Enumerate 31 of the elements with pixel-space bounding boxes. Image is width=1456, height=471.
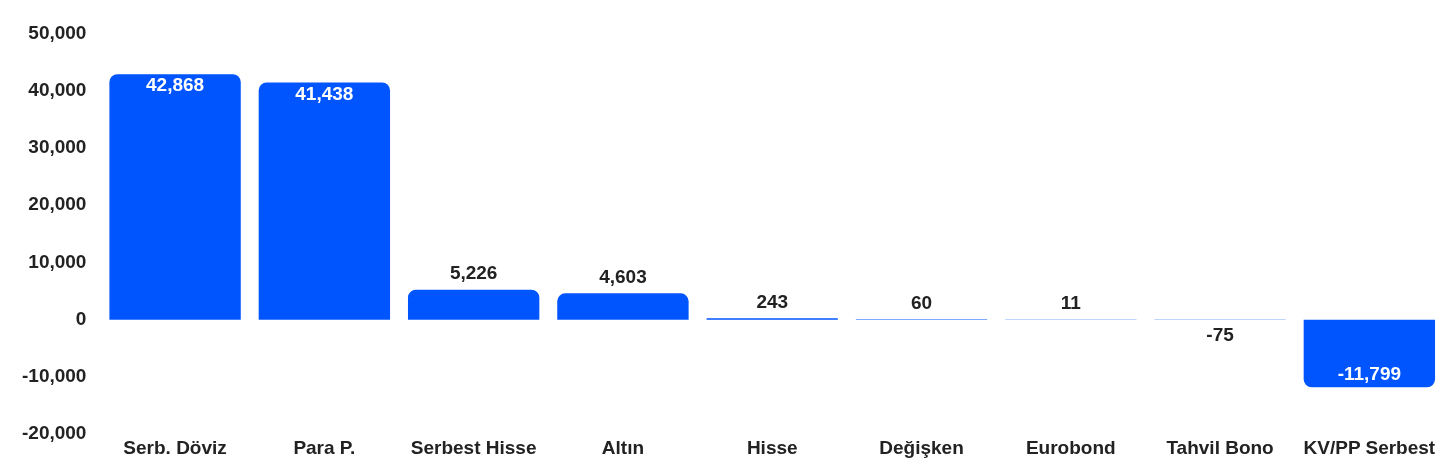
- y-tick-label: 30,000: [28, 136, 87, 158]
- x-tick-label: KV/PP Serbest: [1303, 436, 1436, 458]
- y-tick-label: 50,000: [28, 21, 87, 43]
- data-label: 11: [1060, 291, 1082, 313]
- x-tick-label: Tahvil Bono: [1166, 436, 1274, 458]
- data-label: -11,799: [1337, 363, 1402, 385]
- y-tick-label: 20,000: [28, 193, 87, 215]
- bar: [109, 74, 241, 320]
- x-tick-label: Değişken: [879, 436, 964, 458]
- bar: [258, 82, 391, 320]
- y-tick-label: -20,000: [21, 422, 87, 444]
- data-label: -75: [1206, 324, 1235, 346]
- data-label: 243: [756, 290, 789, 312]
- x-tick-label: Para P.: [293, 436, 356, 458]
- y-tick-label: 0: [75, 307, 87, 329]
- x-tick-label: Altın: [601, 436, 645, 458]
- bar: [1303, 319, 1436, 388]
- y-tick-label: 40,000: [28, 78, 87, 100]
- data-label: 41,438: [295, 82, 354, 104]
- data-label: 42,868: [146, 74, 205, 96]
- y-tick-label: -10,000: [21, 365, 87, 387]
- x-tick-label: Eurobond: [1025, 436, 1116, 458]
- data-label: 5,226: [449, 262, 498, 283]
- x-tick-label: Serbest Hisse: [410, 436, 537, 458]
- bar: [557, 293, 689, 320]
- data-label: 4,603: [599, 265, 647, 287]
- y-tick-label: 10,000: [28, 250, 87, 272]
- x-tick-label: Serb. Döviz: [123, 436, 227, 458]
- bar: [407, 289, 540, 320]
- data-label: 60: [910, 291, 933, 313]
- x-tick-label: Hisse: [746, 436, 798, 458]
